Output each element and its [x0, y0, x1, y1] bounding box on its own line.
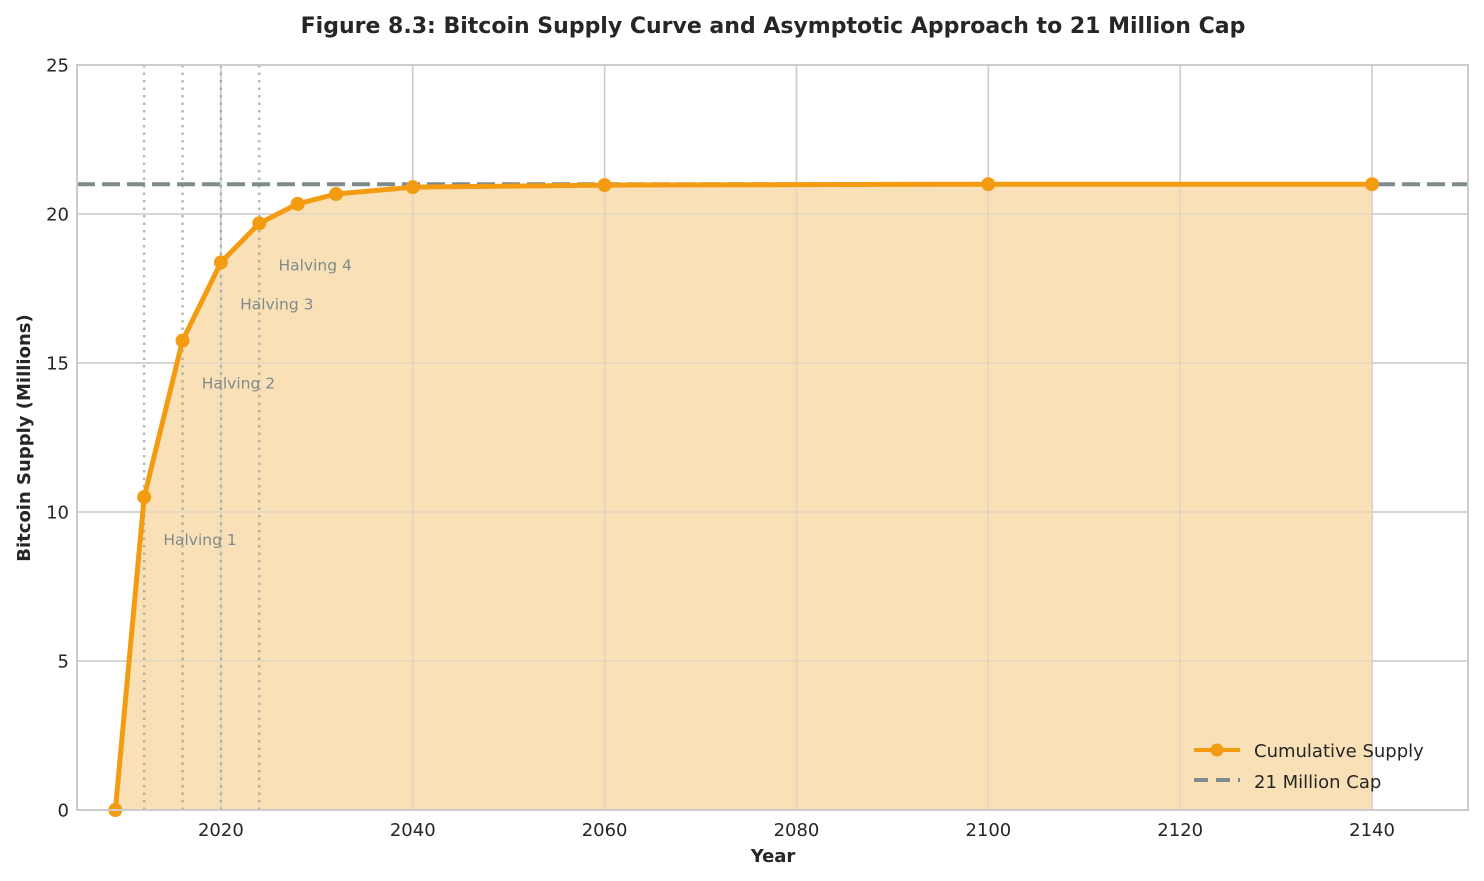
halving-label: Halving 2 [202, 374, 275, 392]
legend: Cumulative Supply 21 Million Cap [1194, 741, 1424, 793]
data-point-marker [405, 180, 420, 195]
supply-series [108, 177, 1380, 817]
x-tick-label: 2080 [774, 820, 820, 841]
y-tick-label: 25 [46, 56, 69, 77]
chart-title: Figure 8.3: Bitcoin Supply Curve and Asy… [301, 14, 1246, 39]
x-tick-label: 2120 [1157, 820, 1203, 841]
axes [76, 64, 1469, 811]
data-point-marker [175, 333, 190, 348]
x-tick-label: 2100 [965, 820, 1011, 841]
x-tick-label: 2040 [390, 820, 436, 841]
y-tick-label: 5 [58, 652, 69, 673]
data-point-marker [213, 255, 228, 270]
y-tick-label: 20 [46, 205, 69, 226]
legend-item-cap: 21 Million Cap [1194, 772, 1381, 793]
y-axis-label: Bitcoin Supply (Millions) [14, 314, 35, 561]
x-tick-label: 2060 [582, 820, 628, 841]
data-point-marker [1365, 177, 1380, 192]
data-point-marker [597, 178, 612, 193]
area-fill [115, 184, 1373, 810]
halving-label: Halving 1 [163, 531, 236, 549]
data-point-marker [137, 490, 152, 505]
supply-area-fill [115, 184, 1373, 810]
data-point-marker [981, 177, 996, 192]
plot-frame [76, 64, 1469, 811]
halving-label: Halving 4 [278, 257, 351, 275]
y-tick-label: 10 [46, 503, 69, 524]
legend-label: 21 Million Cap [1254, 772, 1381, 793]
x-axis-label: Year [750, 846, 796, 867]
legend-item-cumulative-supply: Cumulative Supply [1194, 741, 1424, 762]
x-tick-label: 2140 [1349, 820, 1395, 841]
y-tick-label: 15 [46, 354, 69, 375]
halving-label: Halving 3 [240, 295, 313, 313]
legend-label: Cumulative Supply [1254, 741, 1424, 762]
data-point-marker [329, 187, 344, 202]
tick-labels: 2020 2040 2060 2080 2100 2120 2140 0 5 10 15 20 25 [46, 56, 1395, 842]
data-point-marker [290, 196, 305, 211]
legend-marker-icon [1210, 743, 1224, 757]
x-tick-label: 2020 [198, 820, 244, 841]
data-point-marker [252, 216, 267, 231]
halving-annotations: Halving 1 Halving 2 Halving 3 Halving 4 [163, 257, 352, 549]
y-tick-label: 0 [58, 801, 69, 822]
